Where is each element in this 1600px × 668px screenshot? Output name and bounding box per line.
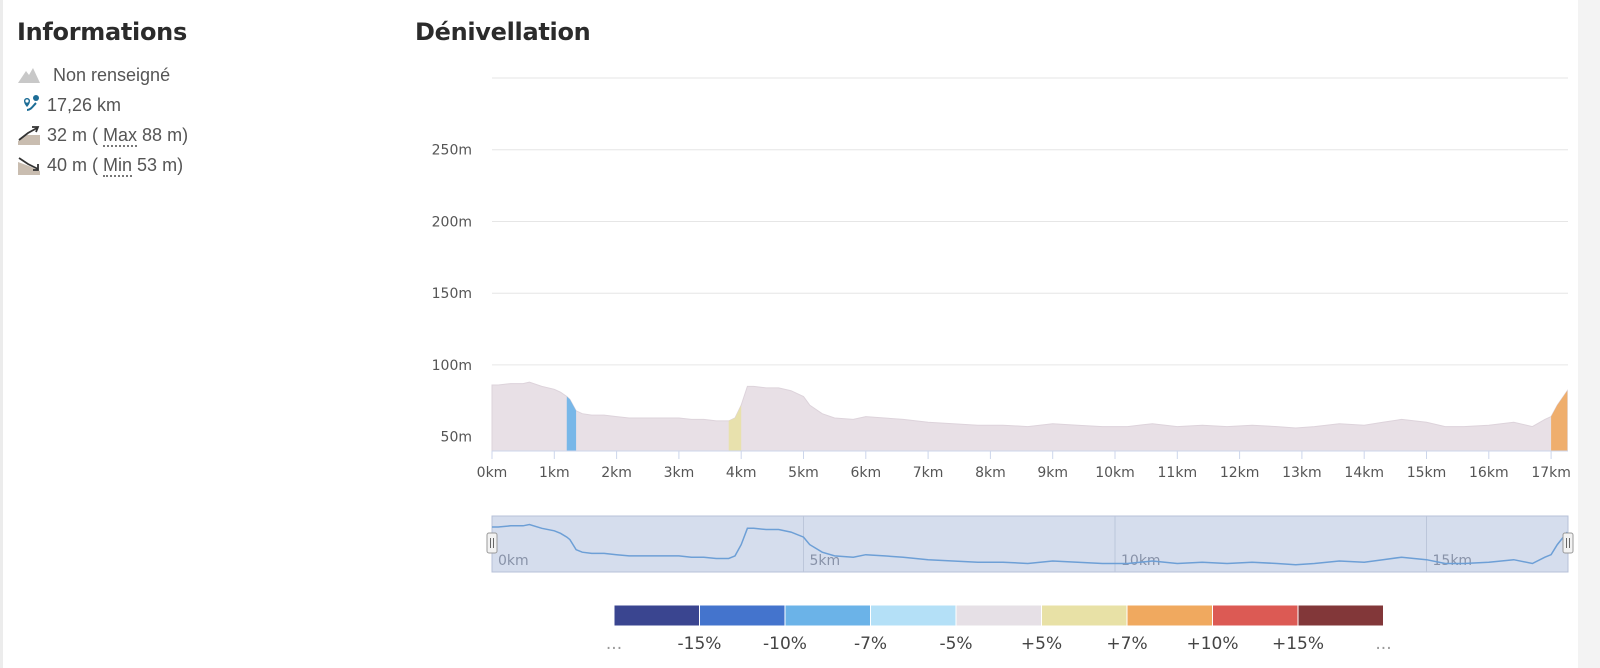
legend-color-swatch: [699, 604, 786, 627]
navigator-label: 15km: [1433, 553, 1473, 569]
descent-value: 40 m ( Min 53 m): [47, 154, 184, 177]
x-tick-label: 7km: [913, 465, 944, 481]
x-tick-label: 4km: [726, 465, 757, 481]
x-tick-label: 2km: [601, 465, 632, 481]
y-tick-label: 150m: [432, 286, 472, 302]
legend-color-swatch: [1041, 604, 1128, 627]
navigator-label: 5km: [810, 553, 841, 569]
y-tick-label: 100m: [432, 358, 472, 374]
informations-panel: Informations Non renseigné 17,26 km: [17, 18, 377, 180]
legend-color-swatch: [1126, 604, 1213, 627]
x-tick-label: 8km: [975, 465, 1006, 481]
legend-label: +7%: [1106, 634, 1147, 654]
navigator-handle-right[interactable]: [1562, 532, 1574, 554]
gradient-segment: [728, 405, 742, 451]
x-tick-label: 12km: [1220, 465, 1260, 481]
x-tick-label: 16km: [1469, 465, 1509, 481]
legend-color-swatch: [1297, 604, 1384, 627]
legend-color-swatch: [955, 604, 1042, 627]
difficulty-value: Non renseigné: [53, 64, 171, 85]
elevation-title: Dénivellation: [415, 18, 591, 46]
legend-label: +10%: [1186, 634, 1238, 654]
x-tick-label: 10km: [1095, 465, 1135, 481]
navigator-label: 0km: [498, 553, 529, 569]
x-tick-label: 9km: [1037, 465, 1068, 481]
gradient-segment: [566, 396, 577, 451]
x-tick-label: 0km: [477, 465, 508, 481]
right-scroll-area: [1578, 0, 1600, 668]
ascent-icon: [17, 123, 41, 147]
legend-label: -15%: [678, 634, 722, 654]
legend-label: ...: [1375, 634, 1391, 654]
navigator-series: [492, 523, 1568, 566]
legend-color-swatch: [613, 604, 700, 627]
mountain-icon: [17, 63, 41, 87]
x-tick-label: 6km: [850, 465, 881, 481]
legend-color-swatch: [870, 604, 957, 627]
legend-label: ...: [606, 634, 622, 654]
legend-color-swatch: [1212, 604, 1299, 627]
max-abbr[interactable]: Max: [103, 124, 138, 147]
gradient-segment: [1551, 390, 1568, 451]
elevation-area: [491, 381, 1568, 452]
legend-label: -10%: [763, 634, 807, 654]
distance-value: 17,26 km: [47, 94, 122, 115]
legend-label: -7%: [854, 634, 887, 654]
x-tick-label: 1km: [539, 465, 570, 481]
y-tick-label: 250m: [432, 143, 472, 159]
y-tick-label: 50m: [441, 430, 472, 446]
informations-title: Informations: [17, 18, 187, 46]
x-tick-label: 11km: [1158, 465, 1198, 481]
route-pin-icon: [17, 93, 41, 117]
x-tick-label: 13km: [1282, 465, 1322, 481]
ascent-item: 32 m ( Max 88 m): [17, 120, 377, 150]
legend-label: +5%: [1021, 634, 1062, 654]
left-border: [0, 0, 3, 668]
descent-item: 40 m ( Min 53 m): [17, 150, 377, 180]
difficulty-item: Non renseigné: [17, 60, 377, 90]
x-tick-label: 5km: [788, 465, 819, 481]
distance-item: 17,26 km: [17, 90, 377, 120]
descent-icon: [17, 153, 41, 177]
legend-label: +15%: [1272, 634, 1324, 654]
x-tick-label: 15km: [1407, 465, 1447, 481]
y-tick-label: 200m: [432, 214, 472, 230]
x-tick-label: 3km: [664, 465, 695, 481]
x-tick-label: 14km: [1344, 465, 1384, 481]
legend-label: -5%: [939, 634, 972, 654]
min-abbr[interactable]: Min: [103, 154, 133, 177]
elevation-section: Dénivellation: [415, 18, 591, 46]
navigator-label: 10km: [1121, 553, 1161, 569]
navigator-handle-left[interactable]: [486, 532, 498, 554]
x-tick-label: 17km: [1531, 465, 1571, 481]
legend-color-swatch: [784, 604, 871, 627]
ascent-value: 32 m ( Max 88 m): [47, 124, 189, 147]
info-list: Non renseigné 17,26 km: [17, 60, 377, 180]
